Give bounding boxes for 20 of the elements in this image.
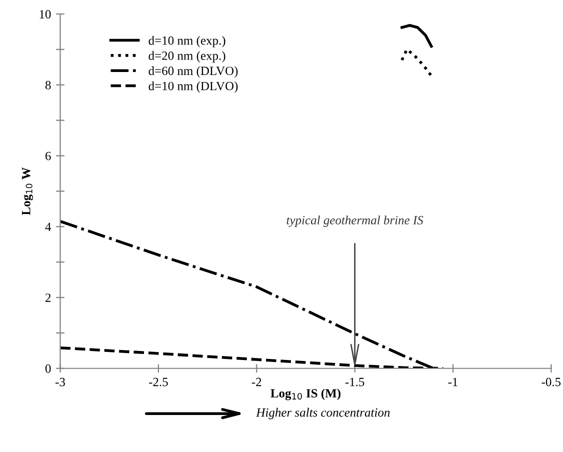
y-axis-title: Log$_{10}$ W [22, 167, 33, 216]
x-tick-label: -2 [252, 378, 262, 386]
y-tick-label: 10 [40, 10, 51, 18]
y-tick-label: 2 [46, 294, 51, 302]
x-axis-title: Log$_{10}$ IS (M) [270, 388, 340, 400]
x-tick-label: -3 [56, 378, 65, 386]
legend-label: d=60 nm (DLVO) [148, 66, 238, 78]
x-tick-label: -2.5 [149, 378, 168, 386]
legend-label: d=20 nm (exp.) [148, 51, 226, 62]
annotation: typical geothermal brine IS [286, 216, 424, 228]
x-tick-label: -0.5 [542, 378, 561, 386]
legend-label: d=10 nm (DLVO) [148, 81, 238, 93]
x-tick-label: -1 [448, 378, 458, 386]
text: Higher salts concentration [256, 408, 390, 420]
x-tick-label: -1.5 [345, 378, 364, 386]
legend-label: d=10 nm (exp.) [148, 36, 226, 48]
y-tick-label: 6 [46, 152, 51, 160]
y-tick-label: 0 [45, 364, 51, 373]
y-tick-label: 4 [45, 222, 52, 231]
y-tick-label: 8 [45, 80, 51, 90]
